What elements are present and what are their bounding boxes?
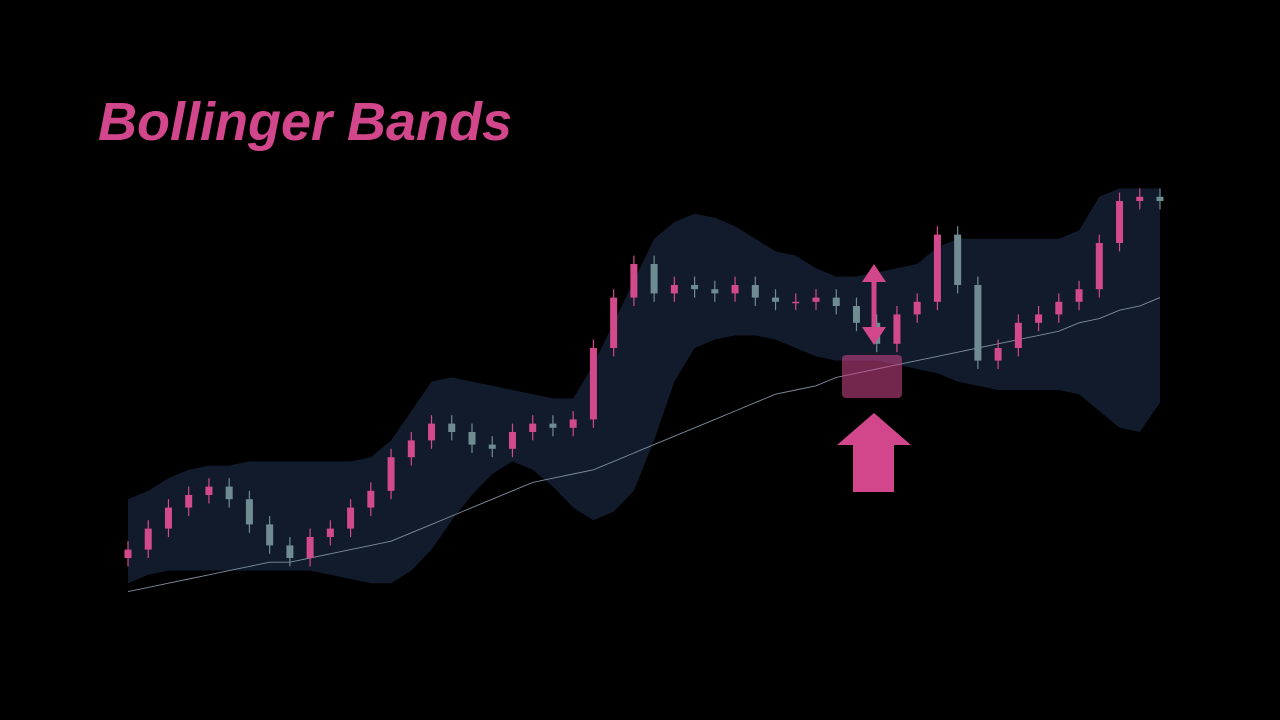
candle-body [913, 301, 921, 315]
candle-body [670, 285, 678, 294]
candle-body [1035, 314, 1043, 323]
candle-body [751, 285, 759, 298]
candle-body [488, 444, 496, 449]
candle-body [144, 528, 152, 550]
candle-body [610, 297, 618, 348]
candle-body [954, 234, 962, 285]
candle-body [164, 507, 172, 529]
candle-body [124, 549, 132, 558]
double-arrow-head [862, 327, 886, 345]
candle-body [407, 440, 415, 458]
candle-body [650, 264, 658, 294]
candle-body [772, 297, 780, 302]
candle-body [1014, 322, 1022, 348]
candle-body [1116, 201, 1124, 243]
candle-body [1136, 196, 1144, 201]
bollinger-band [128, 188, 1160, 584]
chart-title: Bollinger Bands [98, 92, 512, 152]
candle-body [974, 285, 982, 361]
candle-body [367, 490, 375, 508]
candle-body [529, 423, 537, 432]
candle-body [691, 285, 699, 290]
candle-body [832, 297, 840, 306]
plot [124, 188, 1164, 593]
candle-body [812, 297, 820, 302]
candle-body [347, 507, 355, 529]
candle-body [569, 419, 577, 428]
candle-body [549, 423, 557, 428]
candle-body [205, 486, 213, 495]
candle-body [1095, 243, 1103, 290]
candle-body [468, 432, 476, 445]
candle-body [225, 486, 233, 500]
candle-body [994, 348, 1002, 361]
candle-body [306, 537, 314, 558]
up-arrow [837, 413, 911, 492]
candle-body [286, 545, 294, 558]
candle-body [1156, 196, 1164, 201]
candle-body [387, 457, 395, 491]
candle-body [326, 528, 334, 537]
candle-body [245, 499, 253, 525]
candle-body [792, 301, 800, 304]
candle-body [508, 432, 516, 449]
candle-body [630, 264, 638, 298]
double-arrow-head [862, 264, 886, 282]
candle-body [731, 285, 739, 294]
candle-body [852, 306, 860, 323]
annotations [837, 264, 911, 492]
candle-body [266, 524, 274, 546]
candle-body [711, 289, 719, 294]
candle-body [185, 495, 193, 508]
candle-body [933, 234, 941, 302]
candle-body [448, 423, 456, 432]
candle-body [1055, 301, 1063, 315]
highlight-box [842, 355, 902, 398]
candle-body [1075, 289, 1083, 302]
candle-body [893, 314, 901, 344]
candle-body [428, 423, 436, 441]
candle-body [589, 348, 597, 420]
middle-band [127, 297, 1161, 593]
